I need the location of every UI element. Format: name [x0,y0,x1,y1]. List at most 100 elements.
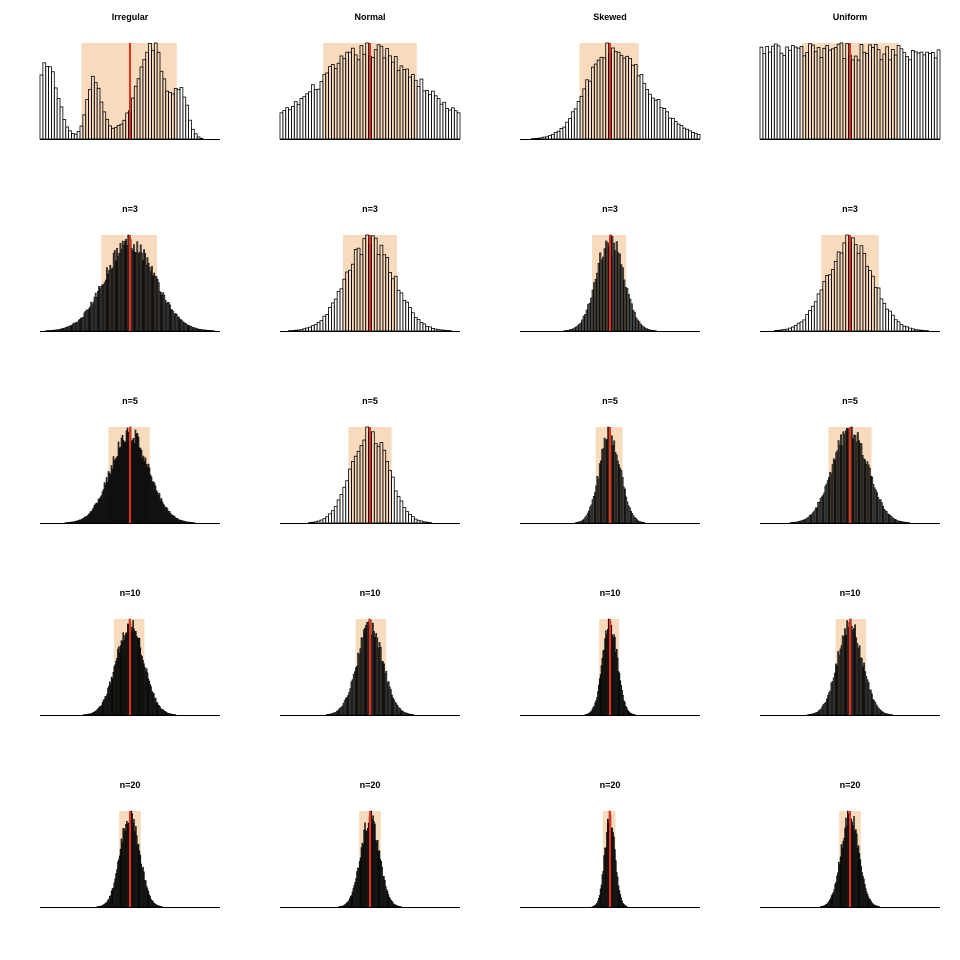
histogram-bar [916,52,921,140]
histogram-bar [336,290,341,332]
panel-title: n=5 [602,396,618,406]
histogram-bar [399,500,404,524]
histogram-bar [888,310,892,332]
histogram-bar [296,103,301,140]
histogram-bar [685,128,689,140]
histogram-bar [339,494,344,524]
histogram-bar [411,312,415,332]
histogram-bar [302,328,307,332]
panel-uniform-n20: n=20 [760,780,940,908]
histogram-bar [559,128,564,140]
histogram-bar [428,326,432,332]
histogram-bar [179,87,184,140]
histogram-bar [176,88,181,140]
histogram-bar [905,326,909,332]
histogram-bar [345,480,349,524]
histogram-bar [391,476,395,524]
panel-title: Normal [354,12,385,22]
histogram-bar [182,96,187,140]
histogram-bar [902,325,907,332]
histogram-bar [411,516,415,524]
histogram-bar [448,109,452,140]
histogram-bar [782,329,787,332]
panel-uniform-n5: n=5 [760,396,940,524]
histogram-bar [788,49,792,140]
histogram-bar [76,131,81,140]
histogram-bar [413,518,418,524]
histogram-bar [45,66,49,140]
histogram-bar [279,112,284,140]
panel-normal-n1: Normal [279,12,461,140]
histogram-bar [68,130,72,140]
histogram-bar [331,510,335,524]
histogram-bar [59,106,64,140]
histogram-bar [322,518,327,524]
histogram-bar [442,101,447,140]
histogram-bar [316,520,321,524]
histogram-bar [691,131,695,140]
panel-irregular-n10: n=10 [40,588,220,716]
histogram-bar [428,94,432,140]
histogram-bar [196,136,201,140]
histogram-bar [396,496,401,524]
histogram-bar [785,46,789,140]
histogram-bar [422,521,427,524]
histogram-bar [811,305,815,332]
histogram-bar [291,105,295,140]
panel-title: n=10 [360,588,381,598]
panel-title: n=3 [602,204,618,214]
histogram-bar [539,137,544,140]
histogram-bar [902,52,907,140]
histogram-bar [779,329,784,332]
histogram-bar [896,321,901,332]
panel-uniform-n1: Uniform [759,12,941,140]
panel-irregular-n3: n=3 [40,204,220,332]
panel-title: n=5 [362,396,378,406]
panel-skewed-n1: Skewed [520,12,701,140]
histogram-bar [419,520,424,524]
histogram-bar [439,329,444,332]
histogram-bar [185,104,189,140]
histogram-bar [908,327,912,332]
histogram-bar [71,133,75,140]
histogram-bar [785,328,789,332]
histogram-bar [302,96,307,140]
histogram-bar [285,107,289,140]
histogram-bar [399,292,404,332]
histogram-bar [396,289,401,332]
panel-title: n=20 [840,780,861,790]
histogram-bar [453,110,458,140]
histogram-bar [933,57,938,140]
histogram-bar [402,299,407,332]
histogram-bar [313,521,318,524]
histogram-bar [536,137,541,140]
histogram-bar [893,319,898,332]
panel-skewed-n5: n=5 [520,396,700,524]
histogram-bar [56,98,61,140]
panel-irregular-n5: n=5 [40,396,220,524]
histogram-bar [671,117,675,140]
histogram-bar [305,327,309,332]
histogram-bar [288,109,292,140]
panel-irregular-n1: Irregular [39,12,220,140]
histogram-bar [776,45,781,140]
histogram-bar [913,51,918,140]
panel-uniform-n3: n=3 [760,204,940,332]
histogram-bar [193,133,198,140]
histogram-bar [899,48,904,140]
histogram-bar [308,91,312,140]
histogram-bar [433,95,438,140]
histogram-bar [773,43,778,140]
histogram-bar [393,490,398,524]
histogram-bar [333,298,338,332]
histogram-bar [768,51,772,140]
histogram-bar [445,108,449,140]
panel-normal-n5: n=5 [280,396,460,524]
panel-skewed-n20: n=20 [520,780,700,908]
histogram-bar [422,90,427,140]
histogram-bar [191,128,195,140]
histogram-bar [199,137,204,140]
histogram-bar [653,99,658,140]
histogram-bar [425,521,429,524]
histogram-bar [319,320,324,332]
